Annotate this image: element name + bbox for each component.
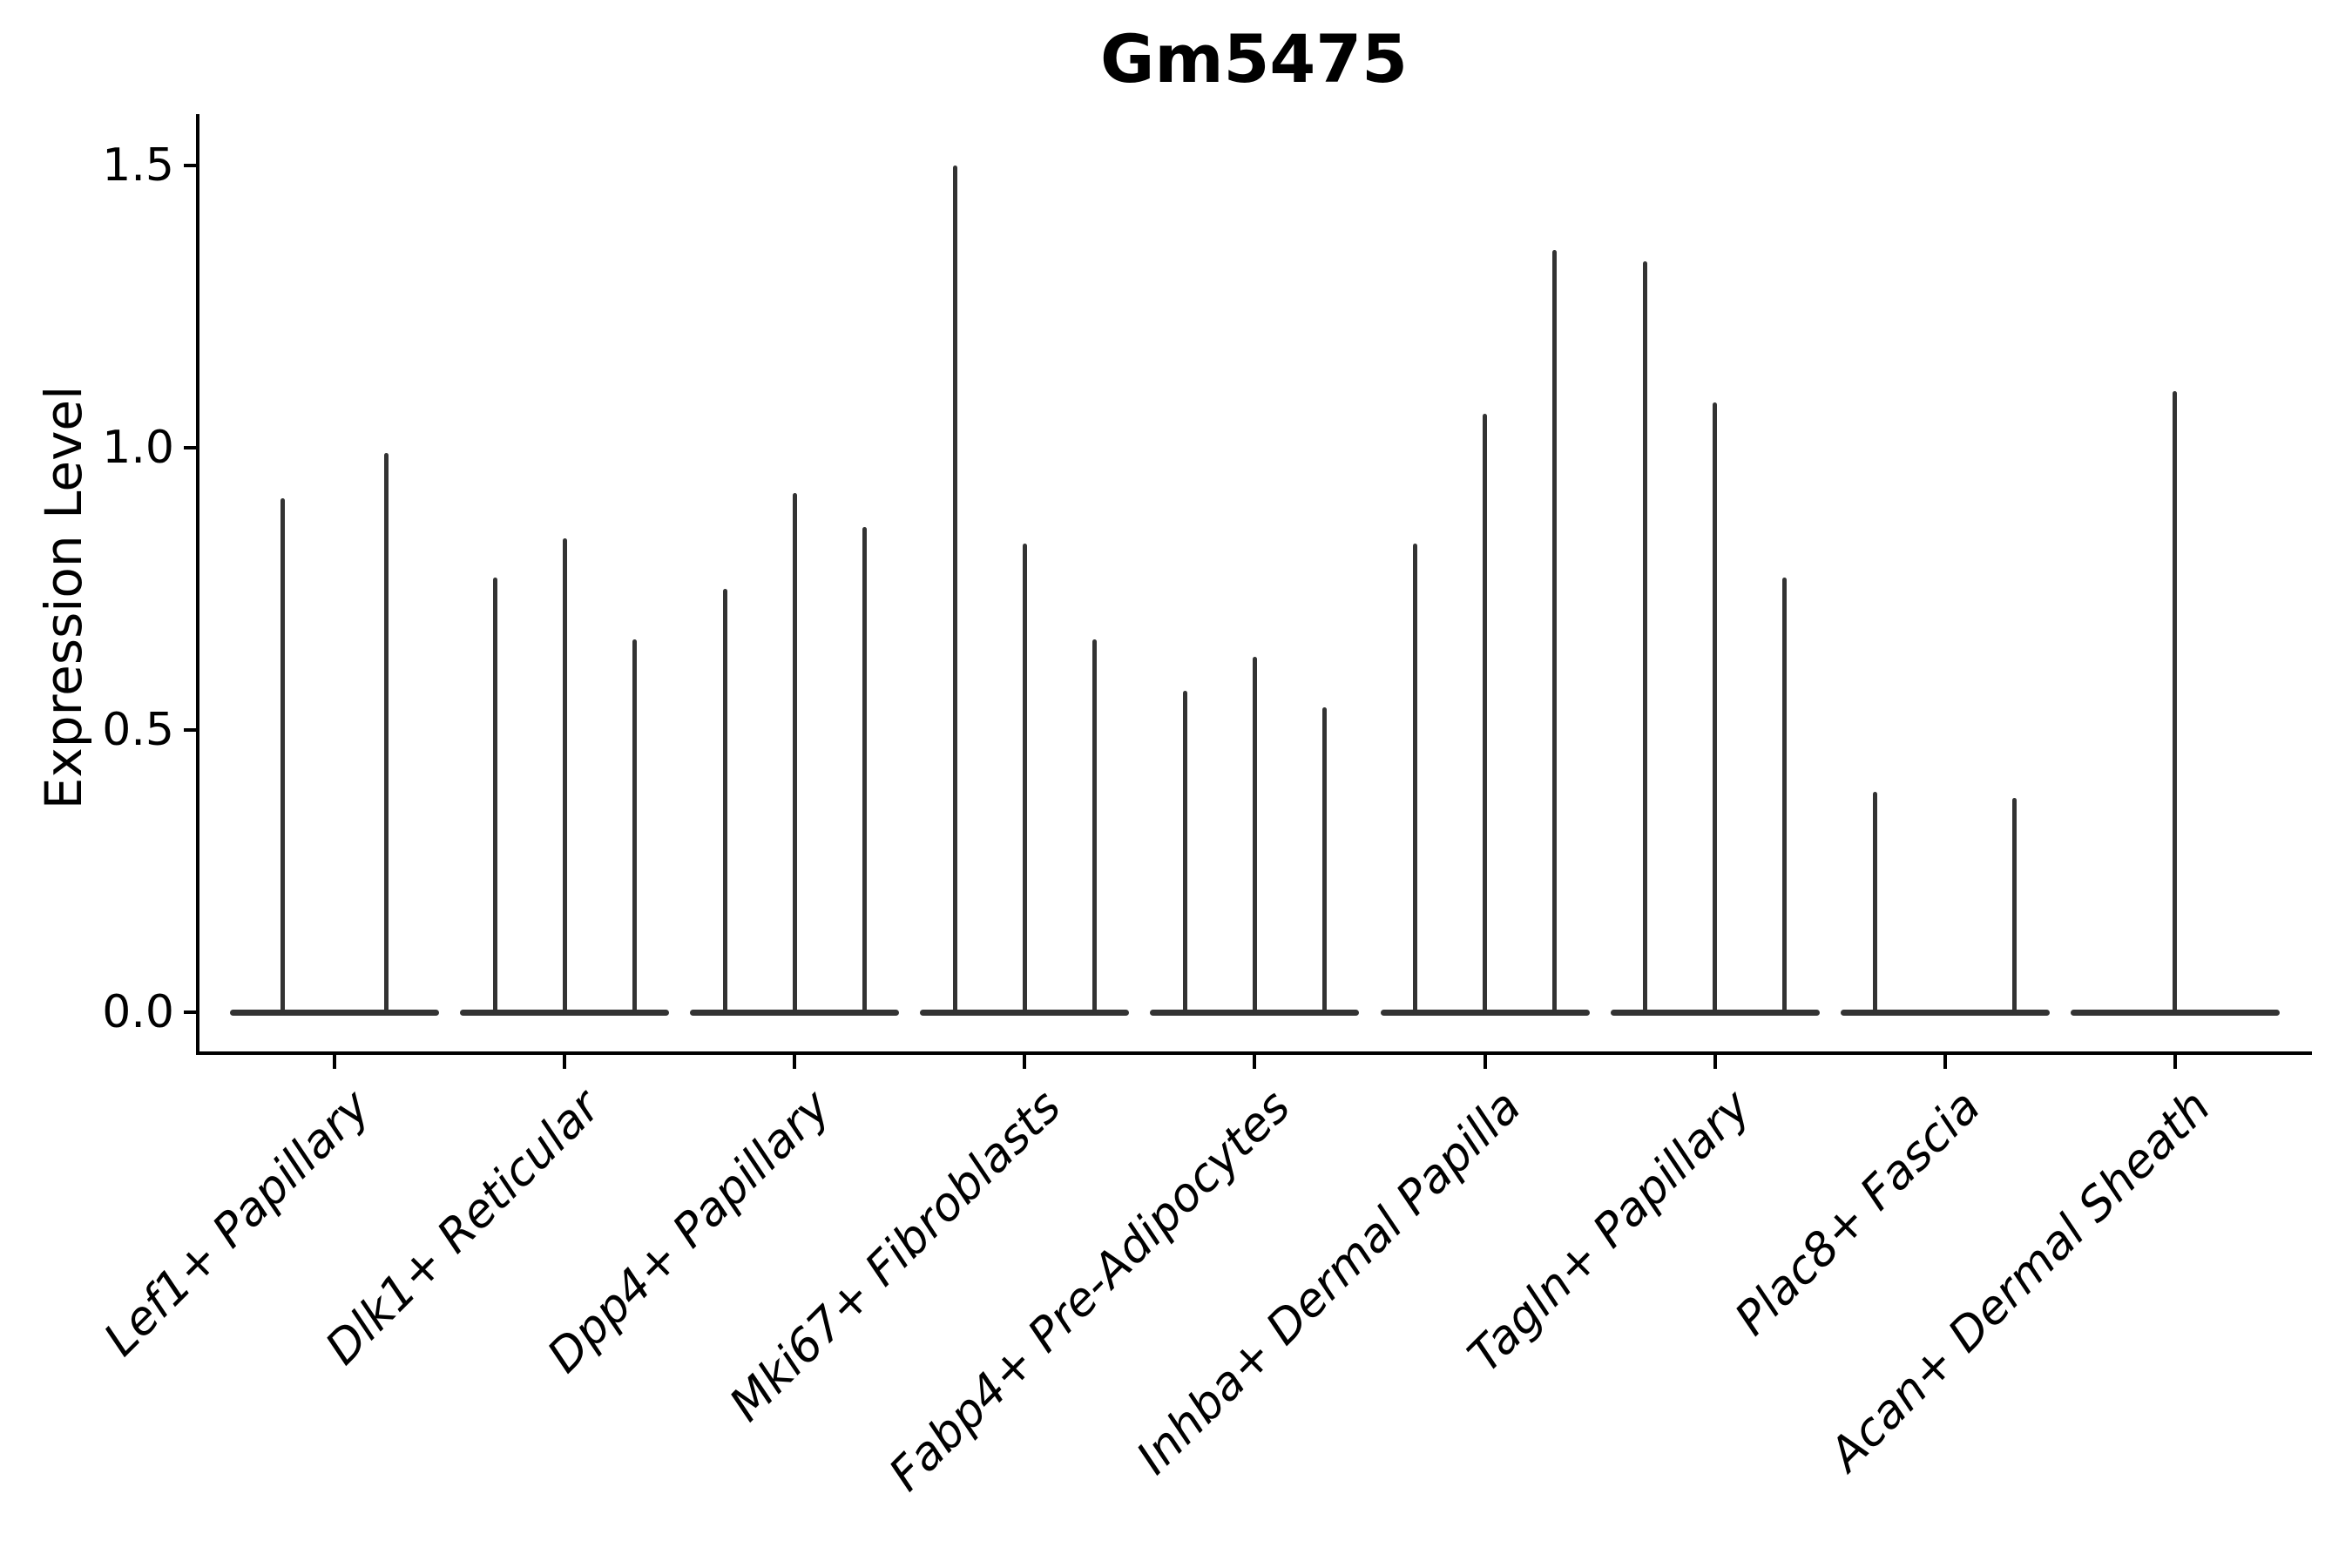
violin-spike [952,166,957,1015]
y-tick-mark [184,446,196,449]
violin-spike [862,526,867,1015]
y-tick-label: 0.0 [102,986,174,1038]
violin-spike [1713,402,1718,1015]
x-tick-label-text: Plac8+ Fascia [1725,1079,1991,1346]
violin-spike [1182,690,1187,1015]
violin-spike [1552,250,1558,1015]
x-tick-mark [2173,1055,2177,1069]
y-tick-mark [184,728,196,732]
violin-spike [792,492,797,1015]
y-axis-spine [196,114,199,1055]
violin-spike [1782,578,1788,1015]
x-tick-mark [333,1055,336,1069]
violin-spike [1483,414,1487,1015]
y-tick-label: 1.0 [102,422,174,474]
x-tick-label-text: Acan+ Dermal Sheath [1820,1079,2221,1482]
y-tick-label: 0.5 [102,704,174,756]
x-tick-mark [1943,1055,1947,1069]
violin-spike [2173,391,2178,1015]
violin-baseline [230,1010,439,1016]
x-tick-mark [1023,1055,1027,1069]
x-tick-mark [1483,1055,1487,1069]
violin-spike [562,537,567,1015]
x-tick-label-text: Fabp4+ Pre-Adipocytes [879,1079,1301,1502]
violin-spike [1873,792,1878,1015]
x-tick-mark [1713,1055,1717,1069]
x-axis-spine [196,1051,2312,1055]
x-tick-mark [563,1055,567,1069]
violin-spike [1092,639,1097,1015]
y-tick-mark [184,164,196,167]
violin-spike [632,639,637,1015]
violin-spike [1252,656,1257,1015]
y-tick-label: 1.5 [102,139,174,192]
violin-spike [1321,707,1327,1015]
violin-spike [1412,544,1417,1015]
x-tick-label-text: Inhba+ Dermal Papilla [1126,1079,1531,1485]
violin-spike [280,498,285,1015]
x-tick-mark [1253,1055,1257,1069]
violin-spike [722,589,727,1015]
violin-spike [2012,797,2017,1015]
violin-baseline [1840,1010,2050,1016]
x-tick-mark [793,1055,797,1069]
violin-spike [1643,261,1648,1015]
chart-title: Gm5475 [1099,20,1409,98]
violin-spike [492,578,497,1015]
violin-spike [384,453,389,1015]
violin-spike [1022,544,1027,1015]
y-tick-mark [184,1010,196,1014]
